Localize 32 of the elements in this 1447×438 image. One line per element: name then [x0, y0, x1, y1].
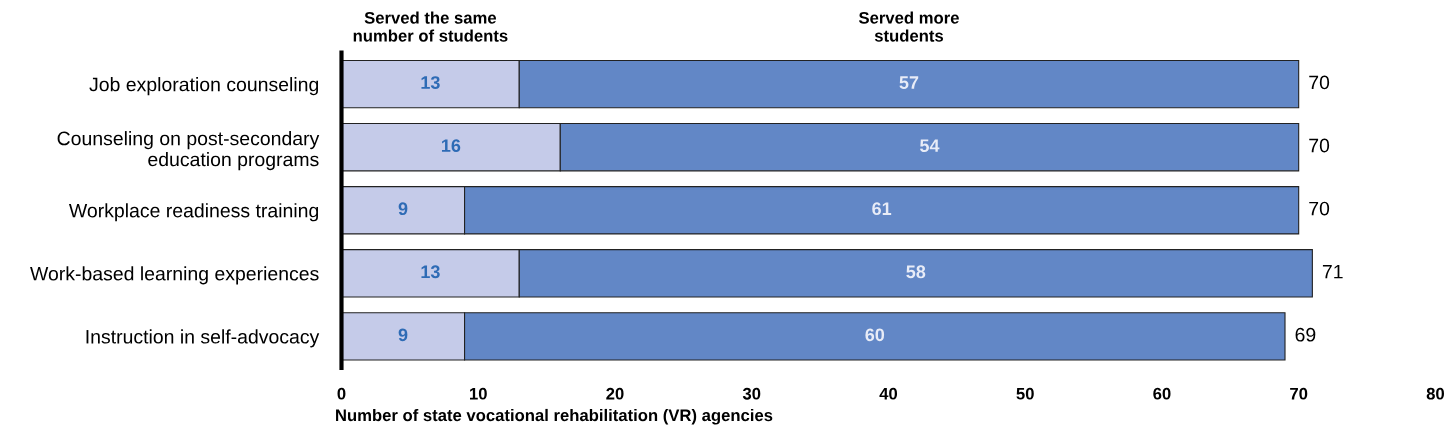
x-axis-title: Number of state vocational rehabilitation (VR) agencies	[336, 408, 773, 425]
x-tick-label: 20	[606, 387, 624, 400]
data-label: 54	[920, 139, 940, 153]
x-tick-label: 70	[1290, 387, 1308, 400]
data-label: 9	[398, 328, 408, 342]
x-tick-label: 60	[1153, 387, 1171, 400]
total-label: 71	[1322, 264, 1343, 279]
y-tick-label: Work-based learning experiences	[30, 266, 319, 285]
x-tick-label: 0	[337, 387, 346, 400]
total-label: 69	[1295, 327, 1316, 342]
y-tick-label: Instruction in self-advocacy	[86, 329, 320, 348]
total-label: 70	[1309, 138, 1330, 153]
y-tick-label: Workplace readiness training	[68, 203, 319, 222]
x-tick-label: 30	[742, 387, 761, 400]
data-label: 9	[398, 202, 408, 216]
data-label: 13	[421, 76, 440, 89]
x-tick-label: 10	[470, 387, 487, 400]
y-tick-label: Counseling on post-secondary education programs	[57, 131, 320, 171]
series-label: Served the same number of students	[353, 11, 508, 42]
data-label: 13	[421, 265, 440, 279]
data-label: 57	[899, 76, 919, 89]
total-label: 70	[1309, 201, 1330, 216]
series-label: Served more students	[858, 11, 959, 42]
y-tick-label: Job exploration counseling	[89, 77, 319, 96]
x-tick-label: 80	[1426, 387, 1445, 400]
x-tick-label: 40	[879, 387, 898, 400]
x-tick-label: 50	[1016, 387, 1034, 400]
data-label: 58	[906, 265, 926, 279]
data-label: 60	[865, 328, 885, 342]
total-label: 70	[1309, 75, 1330, 90]
data-label: 16	[441, 139, 461, 153]
data-label: 61	[872, 202, 892, 216]
